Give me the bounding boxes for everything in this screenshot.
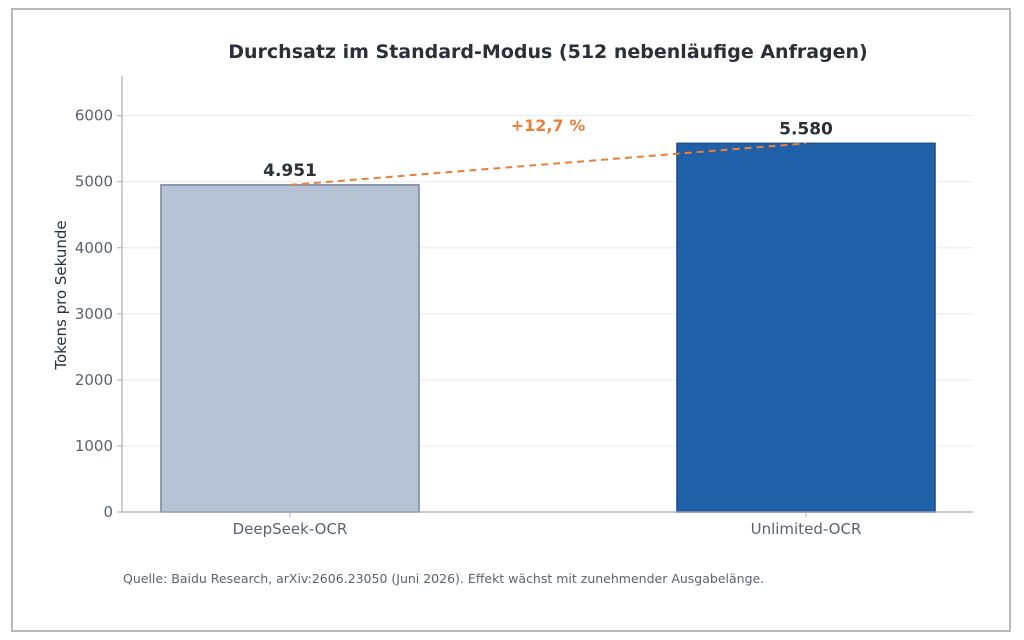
y-axis-label: Tokens pro Sekunde	[52, 220, 70, 370]
data-label: 4.951	[263, 161, 317, 181]
data-label: 5.580	[779, 119, 833, 139]
y-ticks: 0 1000 2000 3000 4000 5000 6000	[75, 107, 122, 521]
y-tick-label: 0	[103, 503, 113, 521]
y-tick-label: 3000	[75, 305, 113, 323]
bar-unlimited-ocr	[676, 142, 936, 513]
y-tick-label: 5000	[75, 173, 113, 191]
growth-annotation: +12,7 %	[289, 116, 807, 186]
y-tick-label: 2000	[75, 371, 113, 389]
bars	[160, 142, 936, 513]
bar-deepseek-ocr	[160, 184, 420, 513]
data-labels: 4.951 5.580	[263, 119, 833, 181]
x-tick-label: DeepSeek-OCR	[233, 520, 348, 538]
source-caption: Quelle: Baidu Research, arXiv:2606.23050…	[123, 571, 764, 586]
y-tick-label: 6000	[75, 107, 113, 125]
x-tick-label: Unlimited-OCR	[751, 520, 862, 538]
chart-title: Durchsatz im Standard-Modus (512 nebenlä…	[228, 41, 868, 63]
y-tick-label: 4000	[75, 239, 113, 257]
x-ticks: DeepSeek-OCR Unlimited-OCR	[233, 512, 862, 538]
axes	[121, 76, 973, 513]
growth-dashed-line	[289, 142, 807, 186]
growth-annotation-label: +12,7 %	[511, 116, 585, 135]
y-tick-label: 1000	[75, 437, 113, 455]
